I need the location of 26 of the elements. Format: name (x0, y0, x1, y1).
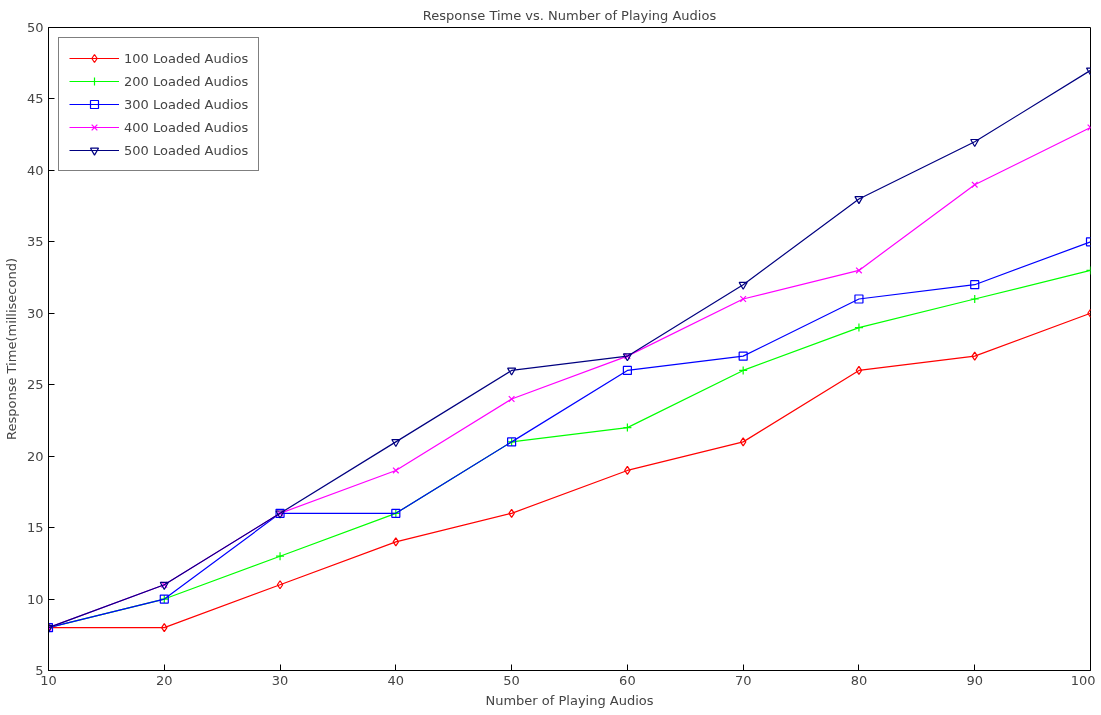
y-tick-label: 50 (26, 20, 44, 35)
legend-label: 400 Loaded Audios (124, 119, 249, 135)
legend-label: 200 Loaded Audios (124, 73, 249, 89)
x-tick-label: 50 (503, 672, 520, 688)
x-tick-label: 20 (156, 672, 173, 688)
y-tick-label: 25 (26, 377, 44, 393)
x-tick-label: 100 (1070, 672, 1096, 688)
y-tick-label: 15 (26, 520, 44, 536)
x-tick-label: 30 (271, 672, 289, 688)
y-tick-label: 10 (26, 591, 44, 607)
y-axis-title: Response Time(millisecond) (3, 258, 19, 440)
legend-label: 100 Loaded Audios (124, 50, 249, 66)
x-axis-title: Number of Playing Audios (485, 692, 654, 708)
y-tick-label: 35 (26, 234, 44, 250)
x-tick-label: 90 (966, 672, 983, 688)
x-tick-label: 60 (619, 672, 636, 688)
y-tick-label: 45 (26, 91, 44, 107)
legend-label: 500 Loaded Audios (124, 142, 249, 158)
x-tick-label: 80 (850, 672, 868, 688)
legend-label: 300 Loaded Audios (124, 96, 249, 112)
y-tick-label: 20 (26, 448, 44, 464)
x-tick-label: 70 (734, 672, 752, 688)
x-tick-label: 40 (387, 672, 405, 688)
chart-title: Response Time vs. Number of Playing Audios (422, 7, 717, 23)
y-tick-label: 30 (26, 305, 44, 321)
y-tick-label: 40 (26, 162, 44, 178)
